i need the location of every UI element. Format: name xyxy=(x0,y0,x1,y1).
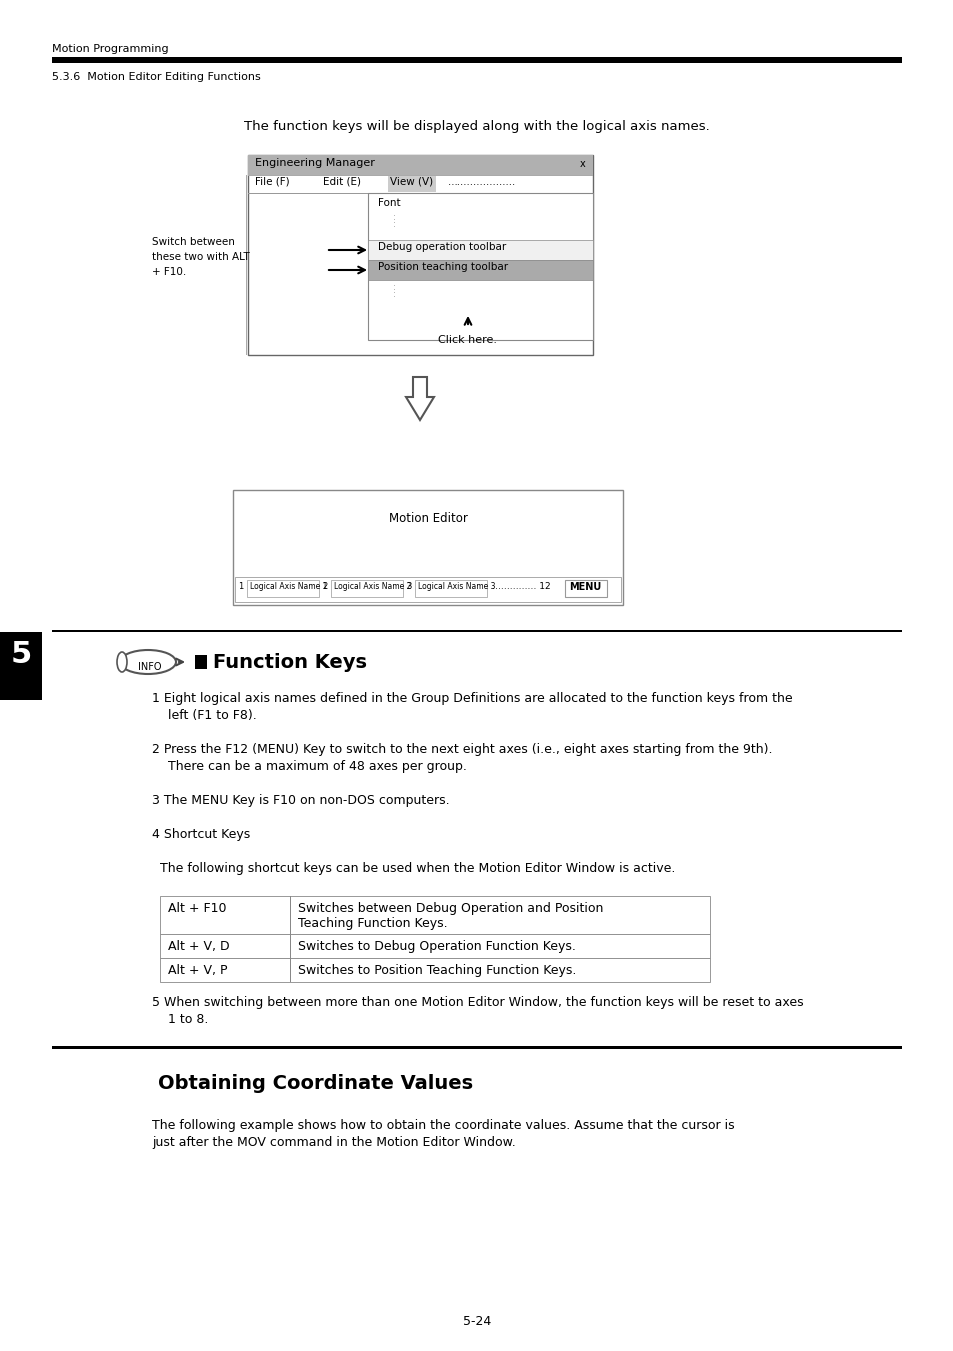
Text: Font: Font xyxy=(377,199,400,208)
Text: :: : xyxy=(393,282,395,292)
Text: 5-24: 5-24 xyxy=(462,1315,491,1328)
Bar xyxy=(233,490,622,605)
Text: 1 to 8.: 1 to 8. xyxy=(160,1013,208,1025)
Text: File (F): File (F) xyxy=(254,177,290,186)
Ellipse shape xyxy=(120,650,175,674)
Text: Motion Programming: Motion Programming xyxy=(52,45,169,54)
Bar xyxy=(234,577,620,603)
Text: Logical Axis Name 2: Logical Axis Name 2 xyxy=(334,582,411,590)
Text: Teaching Function Keys.: Teaching Function Keys. xyxy=(297,917,447,929)
Text: 1 Eight logical axis names defined in the Group Definitions are allocated to the: 1 Eight logical axis names defined in th… xyxy=(152,692,792,705)
Text: Switches between Debug Operation and Position: Switches between Debug Operation and Pos… xyxy=(297,902,602,915)
Bar xyxy=(246,176,247,355)
Text: The following shortcut keys can be used when the Motion Editor Window is active.: The following shortcut keys can be used … xyxy=(152,862,675,875)
Text: Switches to Position Teaching Function Keys.: Switches to Position Teaching Function K… xyxy=(297,965,576,977)
Text: 5.3.6  Motion Editor Editing Functions: 5.3.6 Motion Editor Editing Functions xyxy=(52,72,260,82)
Bar xyxy=(290,896,291,934)
Polygon shape xyxy=(406,377,434,420)
Text: 2: 2 xyxy=(322,582,327,590)
Text: The following example shows how to obtain the coordinate values. Assume that the: The following example shows how to obtai… xyxy=(152,1119,734,1132)
Bar xyxy=(160,958,709,982)
Text: …………………: ………………… xyxy=(448,177,516,186)
Text: just after the MOV command in the Motion Editor Window.: just after the MOV command in the Motion… xyxy=(152,1136,516,1148)
Bar xyxy=(52,1046,901,1048)
Text: Alt + F10: Alt + F10 xyxy=(168,902,226,915)
Text: Switches to Debug Operation Function Keys.: Switches to Debug Operation Function Key… xyxy=(297,940,576,952)
Text: Click here.: Click here. xyxy=(438,335,497,345)
Text: x: x xyxy=(578,159,584,169)
Bar xyxy=(52,630,901,632)
Text: :: : xyxy=(393,290,395,299)
Text: 4 Shortcut Keys: 4 Shortcut Keys xyxy=(152,828,250,842)
Text: Debug operation toolbar: Debug operation toolbar xyxy=(377,242,506,253)
Text: Position teaching toolbar: Position teaching toolbar xyxy=(377,262,508,272)
Text: …………… 12: …………… 12 xyxy=(492,582,550,590)
Text: 1: 1 xyxy=(237,582,243,590)
Bar xyxy=(52,57,901,63)
Bar xyxy=(368,193,593,340)
Text: INFO: INFO xyxy=(138,662,162,671)
Text: Edit (E): Edit (E) xyxy=(323,177,360,186)
Text: 5: 5 xyxy=(10,640,31,669)
Bar xyxy=(160,896,709,934)
Bar xyxy=(290,958,291,982)
Bar xyxy=(248,155,593,355)
Bar xyxy=(160,934,709,958)
Text: 3: 3 xyxy=(406,582,411,590)
Text: MENU: MENU xyxy=(568,582,600,592)
Text: 5 When switching between more than one Motion Editor Window, the function keys w: 5 When switching between more than one M… xyxy=(152,996,802,1009)
Bar xyxy=(247,580,318,597)
Bar xyxy=(388,176,436,192)
Text: There can be a maximum of 48 axes per group.: There can be a maximum of 48 axes per gr… xyxy=(160,761,466,773)
Text: Logical Axis Name 1: Logical Axis Name 1 xyxy=(250,582,327,590)
Text: View (V): View (V) xyxy=(390,177,433,186)
Bar xyxy=(564,580,606,597)
Text: Obtaining Coordinate Values: Obtaining Coordinate Values xyxy=(158,1074,473,1093)
Text: Function Keys: Function Keys xyxy=(213,653,367,671)
Text: Logical Axis Name 3: Logical Axis Name 3 xyxy=(417,582,495,590)
Bar xyxy=(194,655,207,669)
Bar xyxy=(368,259,593,280)
Text: Alt + V, D: Alt + V, D xyxy=(168,940,230,952)
Bar xyxy=(0,632,42,700)
Text: :: : xyxy=(393,213,395,222)
Bar xyxy=(290,934,291,958)
Bar xyxy=(368,240,593,259)
Text: 3 The MENU Key is F10 on non-DOS computers.: 3 The MENU Key is F10 on non-DOS compute… xyxy=(152,794,449,807)
Text: :: : xyxy=(393,220,395,230)
Bar xyxy=(248,155,593,176)
Text: Switch between
these two with ALT
+ F10.: Switch between these two with ALT + F10. xyxy=(152,236,250,277)
Text: Engineering Manager: Engineering Manager xyxy=(254,158,375,168)
Text: 2 Press the F12 (MENU) Key to switch to the next eight axes (i.e., eight axes st: 2 Press the F12 (MENU) Key to switch to … xyxy=(152,743,772,757)
Text: The function keys will be displayed along with the logical axis names.: The function keys will be displayed alon… xyxy=(244,120,709,132)
Bar xyxy=(331,580,402,597)
Ellipse shape xyxy=(117,653,127,671)
Bar xyxy=(415,580,486,597)
Text: left (F1 to F8).: left (F1 to F8). xyxy=(160,709,256,721)
Text: Alt + V, P: Alt + V, P xyxy=(168,965,227,977)
Text: Motion Editor: Motion Editor xyxy=(388,512,467,526)
